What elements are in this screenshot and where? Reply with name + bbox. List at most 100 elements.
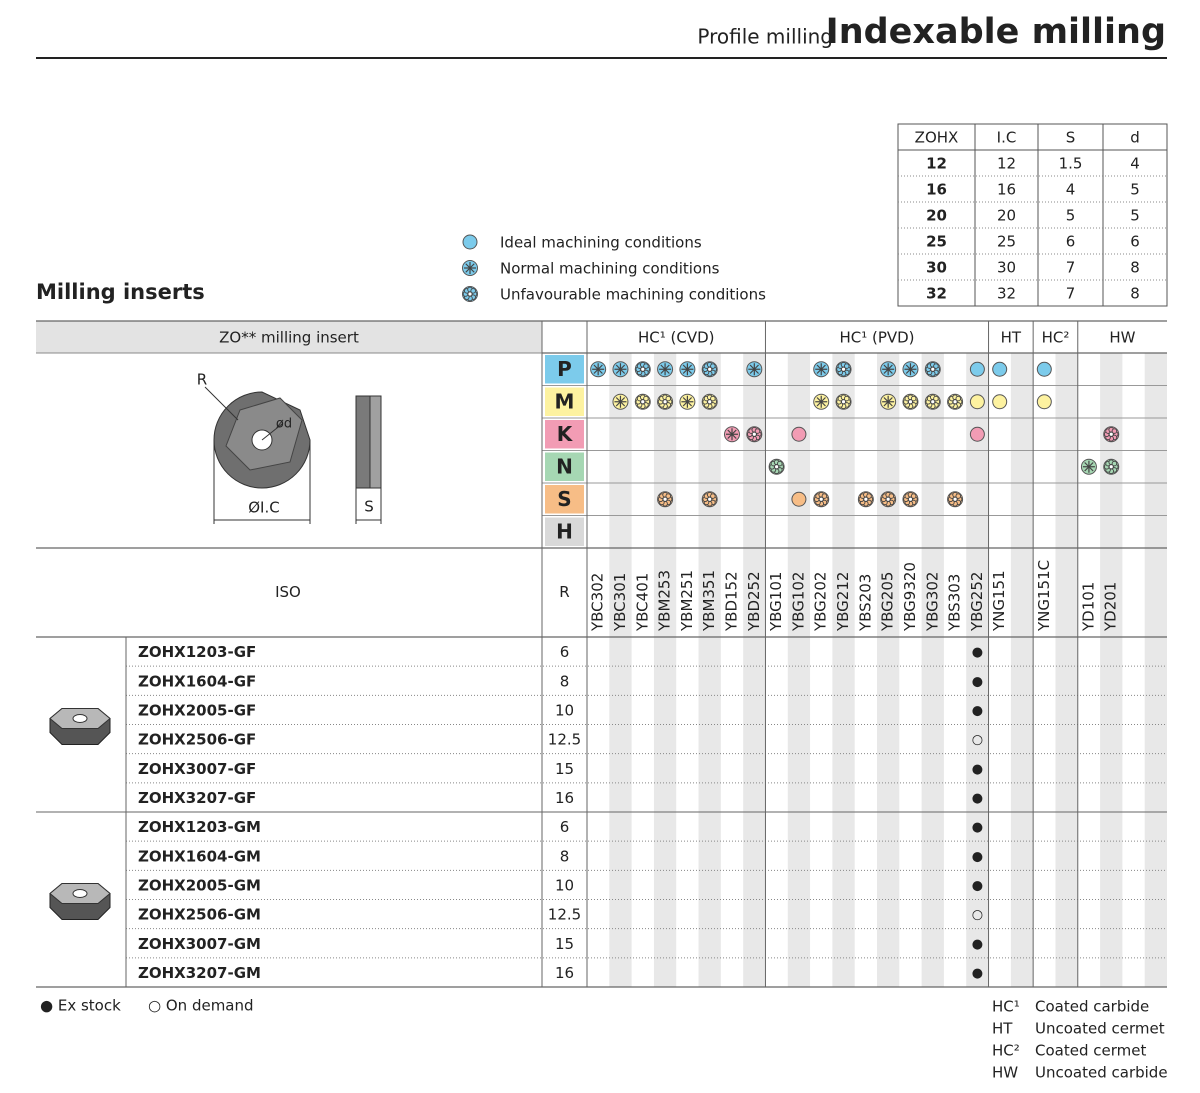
icon-core — [930, 399, 936, 405]
applicability-icon — [947, 393, 964, 410]
diagram-label: R — [197, 371, 207, 389]
applicability-icon — [657, 393, 674, 410]
dim-cell: 16 — [997, 181, 1016, 199]
dim-cell: 7 — [1066, 285, 1076, 303]
icon-core — [908, 496, 913, 502]
legend-icon — [462, 260, 478, 276]
column-stripe — [966, 353, 989, 987]
applicability-icon — [992, 394, 1008, 410]
dim-cell: 5 — [1066, 207, 1076, 225]
material-cell — [545, 452, 584, 481]
icon-spoke — [883, 397, 893, 407]
legend-label: Normal machining conditions — [500, 260, 720, 278]
applicability-icon — [902, 361, 919, 378]
dim-cell: 32 — [926, 285, 947, 303]
dim-cell: 30 — [997, 259, 1016, 277]
grade-label: YBM253 — [656, 570, 674, 632]
column-stripe — [921, 353, 944, 987]
material-letter: H — [556, 519, 573, 543]
designation: ZOHX2005-GM — [138, 876, 261, 894]
applicability-icon — [1103, 426, 1120, 443]
applicability-icon — [880, 491, 897, 508]
dim-header: S — [1066, 129, 1076, 147]
icon-ideal — [791, 426, 807, 442]
icon-spoke — [816, 364, 826, 374]
insert-image — [49, 708, 111, 745]
icon-petal — [866, 493, 872, 499]
icon-petal — [470, 288, 476, 294]
icon-petal — [1111, 428, 1118, 434]
dim-header: ZOHX — [915, 129, 959, 147]
applicability-icon — [701, 491, 718, 508]
grade-label: YBG9320 — [901, 562, 919, 632]
dim-cell: 20 — [997, 207, 1016, 225]
dim-table-frame — [897, 123, 1168, 307]
icon-core — [662, 496, 668, 502]
diagram-label: ØI.C — [248, 499, 279, 517]
icon-petal — [710, 363, 716, 369]
icon-core — [774, 464, 780, 470]
dim-cell: 30 — [926, 259, 947, 277]
abbr-code: HT — [992, 1020, 1013, 1038]
icon-ideal — [462, 234, 478, 250]
iso-header: ISO — [275, 583, 301, 601]
dim-cell: 4 — [1066, 181, 1076, 199]
icon-ideal — [791, 491, 807, 507]
grade-label: YD101 — [1079, 582, 1097, 632]
column-stripe — [653, 353, 677, 987]
r-value: 16 — [555, 964, 574, 982]
r-value: 15 — [555, 760, 574, 778]
material-letter: K — [557, 422, 574, 446]
designation: ZOHX1604-GF — [138, 672, 256, 690]
applicability-icon — [634, 393, 651, 410]
group-header: HC¹ (CVD) — [638, 329, 715, 347]
icon-petal — [910, 493, 917, 499]
applicability-icon — [924, 361, 941, 378]
column-stripe — [1100, 353, 1123, 987]
material-cell — [545, 355, 584, 384]
stock-mark: ● — [972, 878, 983, 893]
icon-spoke — [727, 429, 737, 439]
abbr-text: Coated carbide — [1035, 998, 1149, 1016]
designation: ZOHX2005-GF — [138, 701, 256, 719]
dim-cell: 5 — [1130, 207, 1140, 225]
dim-cell: 32 — [997, 285, 1016, 303]
diagram-label: ød — [276, 417, 292, 432]
grade-label: YBC302 — [589, 573, 607, 632]
section-title: Milling inserts — [36, 280, 205, 304]
dim-cell: 5 — [1130, 181, 1140, 199]
abbr-text: Coated cermet — [1035, 1042, 1146, 1060]
stock-mark: ○ — [972, 908, 983, 923]
icon-ideal — [1036, 361, 1052, 377]
group-header: HT — [1001, 329, 1022, 347]
material-cell — [545, 485, 584, 514]
material-cell — [545, 420, 584, 449]
material-letter: S — [557, 487, 571, 511]
applicability-icon — [1080, 458, 1097, 475]
dim-cell: 7 — [1066, 259, 1076, 277]
icon-core — [662, 399, 668, 405]
applicability-icon — [813, 361, 830, 378]
insert-diagram — [204, 386, 382, 524]
icon-ideal — [969, 361, 985, 377]
icon-core — [908, 399, 913, 405]
icon-petal — [777, 460, 783, 467]
icon-petal — [665, 493, 672, 499]
icon-core — [841, 399, 846, 405]
icon-core — [1108, 431, 1114, 437]
r-value: 6 — [560, 643, 570, 661]
applicability-icon — [902, 491, 919, 508]
icon-petal — [665, 395, 672, 402]
applicability-icon — [835, 361, 852, 378]
dim-cell: 8 — [1130, 285, 1140, 303]
applicability-icon — [1036, 361, 1052, 377]
icon-petal — [888, 493, 895, 499]
grade-label: YBM351 — [700, 570, 718, 632]
icon-core — [818, 496, 824, 502]
icon-core — [751, 431, 757, 437]
icon-core — [467, 291, 473, 297]
dim-cell: 4 — [1130, 155, 1140, 173]
applicability-icon — [791, 491, 807, 507]
stock-legend: ○ On demand — [148, 997, 254, 1015]
applicability-icon — [880, 393, 897, 410]
